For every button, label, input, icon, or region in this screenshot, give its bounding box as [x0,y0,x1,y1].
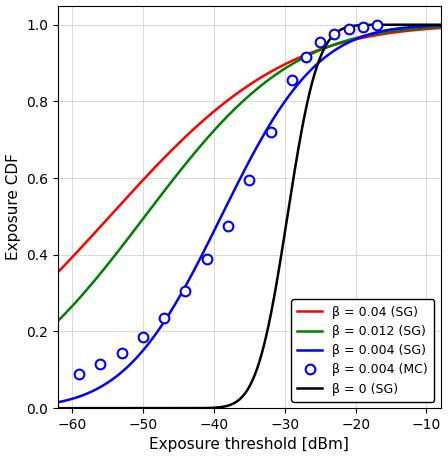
β = 0 (SG) [241,392,247,398]
β = 0.004 (MC) [289,77,294,83]
β = 0.012 (SG) [438,24,444,30]
β = 0.004 (MC) [140,334,146,340]
β = 0.004 (SG) [426,23,432,28]
β = 0.012 (SG) [426,25,432,30]
β = 0.012 (SG) [241,98,247,103]
Line: β = 0.04 (SG): β = 0.04 (SG) [58,28,441,272]
β = 0.012 (SG) [75,298,80,303]
β = 0.004 (MC) [204,256,209,262]
β = 0.004 (MC) [374,22,379,27]
β = 0 (SG) [438,22,444,27]
β = 0.04 (SG) [75,249,80,255]
β = 0.012 (SG) [231,107,237,113]
β = 0.004 (MC) [360,24,366,29]
β = 0.004 (SG) [427,23,432,28]
β = 0.004 (SG) [55,399,60,405]
β = 0.012 (SG) [55,318,60,324]
β = 0.04 (SG) [55,269,60,275]
β = 0.04 (SG) [231,93,237,98]
β = 0.004 (SG) [231,188,237,194]
β = 0.004 (MC) [98,361,103,367]
β = 0.004 (SG) [241,169,247,174]
β = 0.012 (SG) [357,34,362,40]
β = 0.004 (MC) [77,371,82,376]
Line: β = 0.004 (MC): β = 0.004 (MC) [74,20,382,378]
β = 0 (SG) [55,405,60,411]
β = 0.004 (MC) [183,289,188,294]
β = 0.004 (MC) [268,129,273,135]
β = 0.004 (SG) [75,394,80,400]
Line: β = 0.004 (SG): β = 0.004 (SG) [58,26,441,402]
β = 0.004 (MC) [346,26,351,31]
β = 0.004 (MC) [303,55,309,60]
β = 0.004 (SG) [438,23,444,28]
β = 0 (SG) [357,22,362,28]
β = 0.004 (MC) [161,315,167,321]
β = 0.04 (SG) [426,26,432,32]
β = 0.04 (SG) [357,36,362,41]
β = 0 (SG) [75,405,80,411]
β = 0.004 (MC) [119,350,125,355]
β = 0.004 (MC) [332,32,337,37]
Line: β = 0.012 (SG): β = 0.012 (SG) [58,27,441,321]
β = 0.004 (SG) [357,35,362,40]
β = 0.04 (SG) [241,86,247,91]
β = 0.04 (SG) [438,25,444,31]
Legend: β = 0.04 (SG), β = 0.012 (SG), β = 0.004 (SG), β = 0.004 (MC), β = 0 (SG): β = 0.04 (SG), β = 0.012 (SG), β = 0.004… [291,300,435,402]
X-axis label: Exposure threshold [dBm]: Exposure threshold [dBm] [149,437,349,453]
Line: β = 0 (SG): β = 0 (SG) [58,25,441,408]
β = 0.04 (SG) [427,26,432,32]
β = 0.004 (MC) [246,177,252,183]
β = 0.004 (MC) [225,224,231,229]
β = 0.004 (MC) [318,39,323,45]
β = 0 (SG) [426,22,432,27]
β = 0 (SG) [427,22,432,27]
β = 0.012 (SG) [427,25,432,30]
Y-axis label: Exposure CDF: Exposure CDF [5,153,21,260]
β = 0 (SG) [231,401,237,406]
